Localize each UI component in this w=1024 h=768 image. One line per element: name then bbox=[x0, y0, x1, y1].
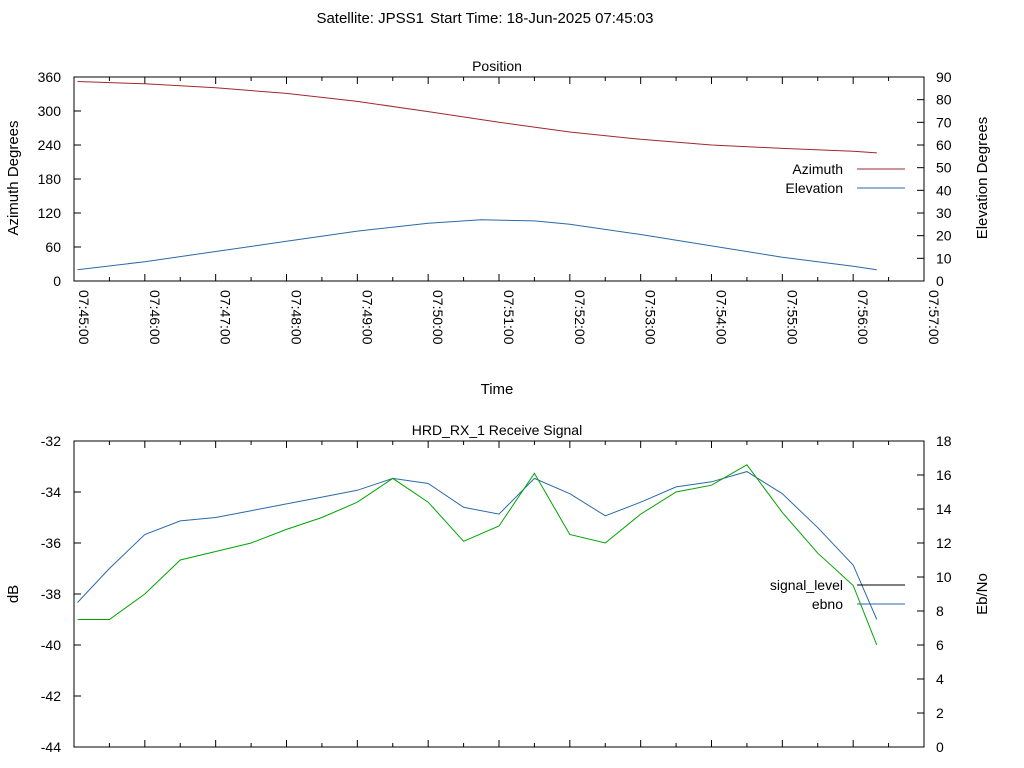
y2-tick-label: 40 bbox=[936, 182, 952, 198]
x-tick-label: 07:46:00 bbox=[147, 290, 163, 345]
signal-ylabel: dB bbox=[5, 585, 22, 603]
y2-tick-label: 30 bbox=[936, 205, 952, 221]
y-tick-label: 0 bbox=[53, 273, 61, 289]
y2-tick-label: 6 bbox=[936, 637, 944, 653]
x-tick-label: 07:56:00 bbox=[855, 290, 871, 345]
y2-tick-label: 18 bbox=[936, 433, 952, 449]
x-tick-label: 07:48:00 bbox=[289, 290, 305, 345]
y2-tick-label: 10 bbox=[936, 569, 952, 585]
position-plot-frame bbox=[73, 76, 925, 282]
x-tick-label: 07:47:00 bbox=[218, 290, 234, 345]
y-tick-label: -36 bbox=[41, 535, 61, 551]
y-tick-label: 180 bbox=[38, 171, 62, 187]
y-tick-label: -32 bbox=[41, 433, 61, 449]
y2-tick-label: 2 bbox=[936, 705, 944, 721]
series-line-Azimuth bbox=[77, 81, 877, 154]
y-tick-label: 60 bbox=[45, 239, 61, 255]
y2-tick-label: 80 bbox=[936, 92, 952, 108]
y-tick-label: 120 bbox=[38, 205, 62, 221]
y2-tick-label: 8 bbox=[936, 603, 944, 619]
y2-tick-label: 0 bbox=[936, 273, 944, 289]
x-tick-label: 07:45:00 bbox=[76, 290, 92, 345]
x-tick-label: 07:51:00 bbox=[501, 290, 517, 345]
y2-tick-label: 14 bbox=[936, 501, 952, 517]
header-start-time: Start Time: 18-Jun-2025 07:45:03 bbox=[430, 10, 653, 27]
y2-tick-label: 70 bbox=[936, 114, 952, 130]
signal-title: HRD_RX_1 Receive Signal bbox=[412, 422, 582, 438]
y2-tick-label: 50 bbox=[936, 160, 952, 176]
y2-tick-label: 60 bbox=[936, 137, 952, 153]
position-xlabel: Time bbox=[481, 381, 514, 398]
position-chart: Position Azimuth Degrees Elevation Degre… bbox=[5, 58, 991, 398]
series-line-Elevation bbox=[77, 219, 877, 271]
y-tick-label: -40 bbox=[41, 637, 61, 653]
x-tick-label: 07:55:00 bbox=[784, 290, 800, 345]
y-tick-label: 360 bbox=[38, 69, 62, 85]
legend-label-Elevation: Elevation bbox=[785, 180, 843, 196]
y2-tick-label: 10 bbox=[936, 250, 952, 266]
y-tick-label: -42 bbox=[41, 688, 61, 704]
signal-y2label: Eb/No bbox=[974, 573, 991, 615]
y-tick-label: -38 bbox=[41, 586, 61, 602]
y2-tick-label: 4 bbox=[936, 671, 944, 687]
x-tick-label: 07:57:00 bbox=[926, 290, 942, 345]
signal-plot-frame bbox=[73, 440, 925, 748]
signal-chart: HRD_RX_1 Receive Signal dB Eb/No -44 -42 -… bbox=[5, 422, 991, 755]
y2-tick-label: 12 bbox=[936, 535, 952, 551]
legend-label-signal_level: signal_level bbox=[770, 577, 843, 593]
y2-tick-label: 16 bbox=[936, 467, 952, 483]
x-tick-label: 07:54:00 bbox=[714, 290, 730, 345]
series-line-ebno bbox=[77, 471, 878, 620]
y2-tick-label: 20 bbox=[936, 228, 952, 244]
y-tick-label: -44 bbox=[41, 739, 61, 755]
position-ylabel: Azimuth Degrees bbox=[5, 120, 22, 235]
series-line-series-2 bbox=[77, 464, 878, 646]
x-tick-label: 07:50:00 bbox=[430, 290, 446, 345]
legend-label-ebno: ebno bbox=[812, 596, 843, 612]
header-satellite: Satellite: JPSS1 bbox=[316, 10, 424, 27]
y-tick-label: -34 bbox=[41, 484, 61, 500]
y-tick-label: 300 bbox=[38, 103, 62, 119]
legend-label-Azimuth: Azimuth bbox=[792, 161, 843, 177]
y2-tick-label: 0 bbox=[936, 739, 944, 755]
position-title: Position bbox=[472, 58, 522, 74]
x-tick-label: 07:49:00 bbox=[359, 290, 375, 345]
position-y2label: Elevation Degrees bbox=[974, 117, 991, 240]
y-tick-label: 240 bbox=[38, 137, 62, 153]
y2-tick-label: 90 bbox=[936, 69, 952, 85]
x-tick-label: 07:53:00 bbox=[643, 290, 659, 345]
x-tick-label: 07:52:00 bbox=[572, 290, 588, 345]
